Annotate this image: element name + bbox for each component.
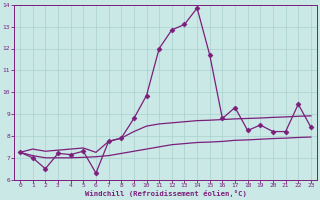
X-axis label: Windchill (Refroidissement éolien,°C): Windchill (Refroidissement éolien,°C) — [84, 190, 246, 197]
